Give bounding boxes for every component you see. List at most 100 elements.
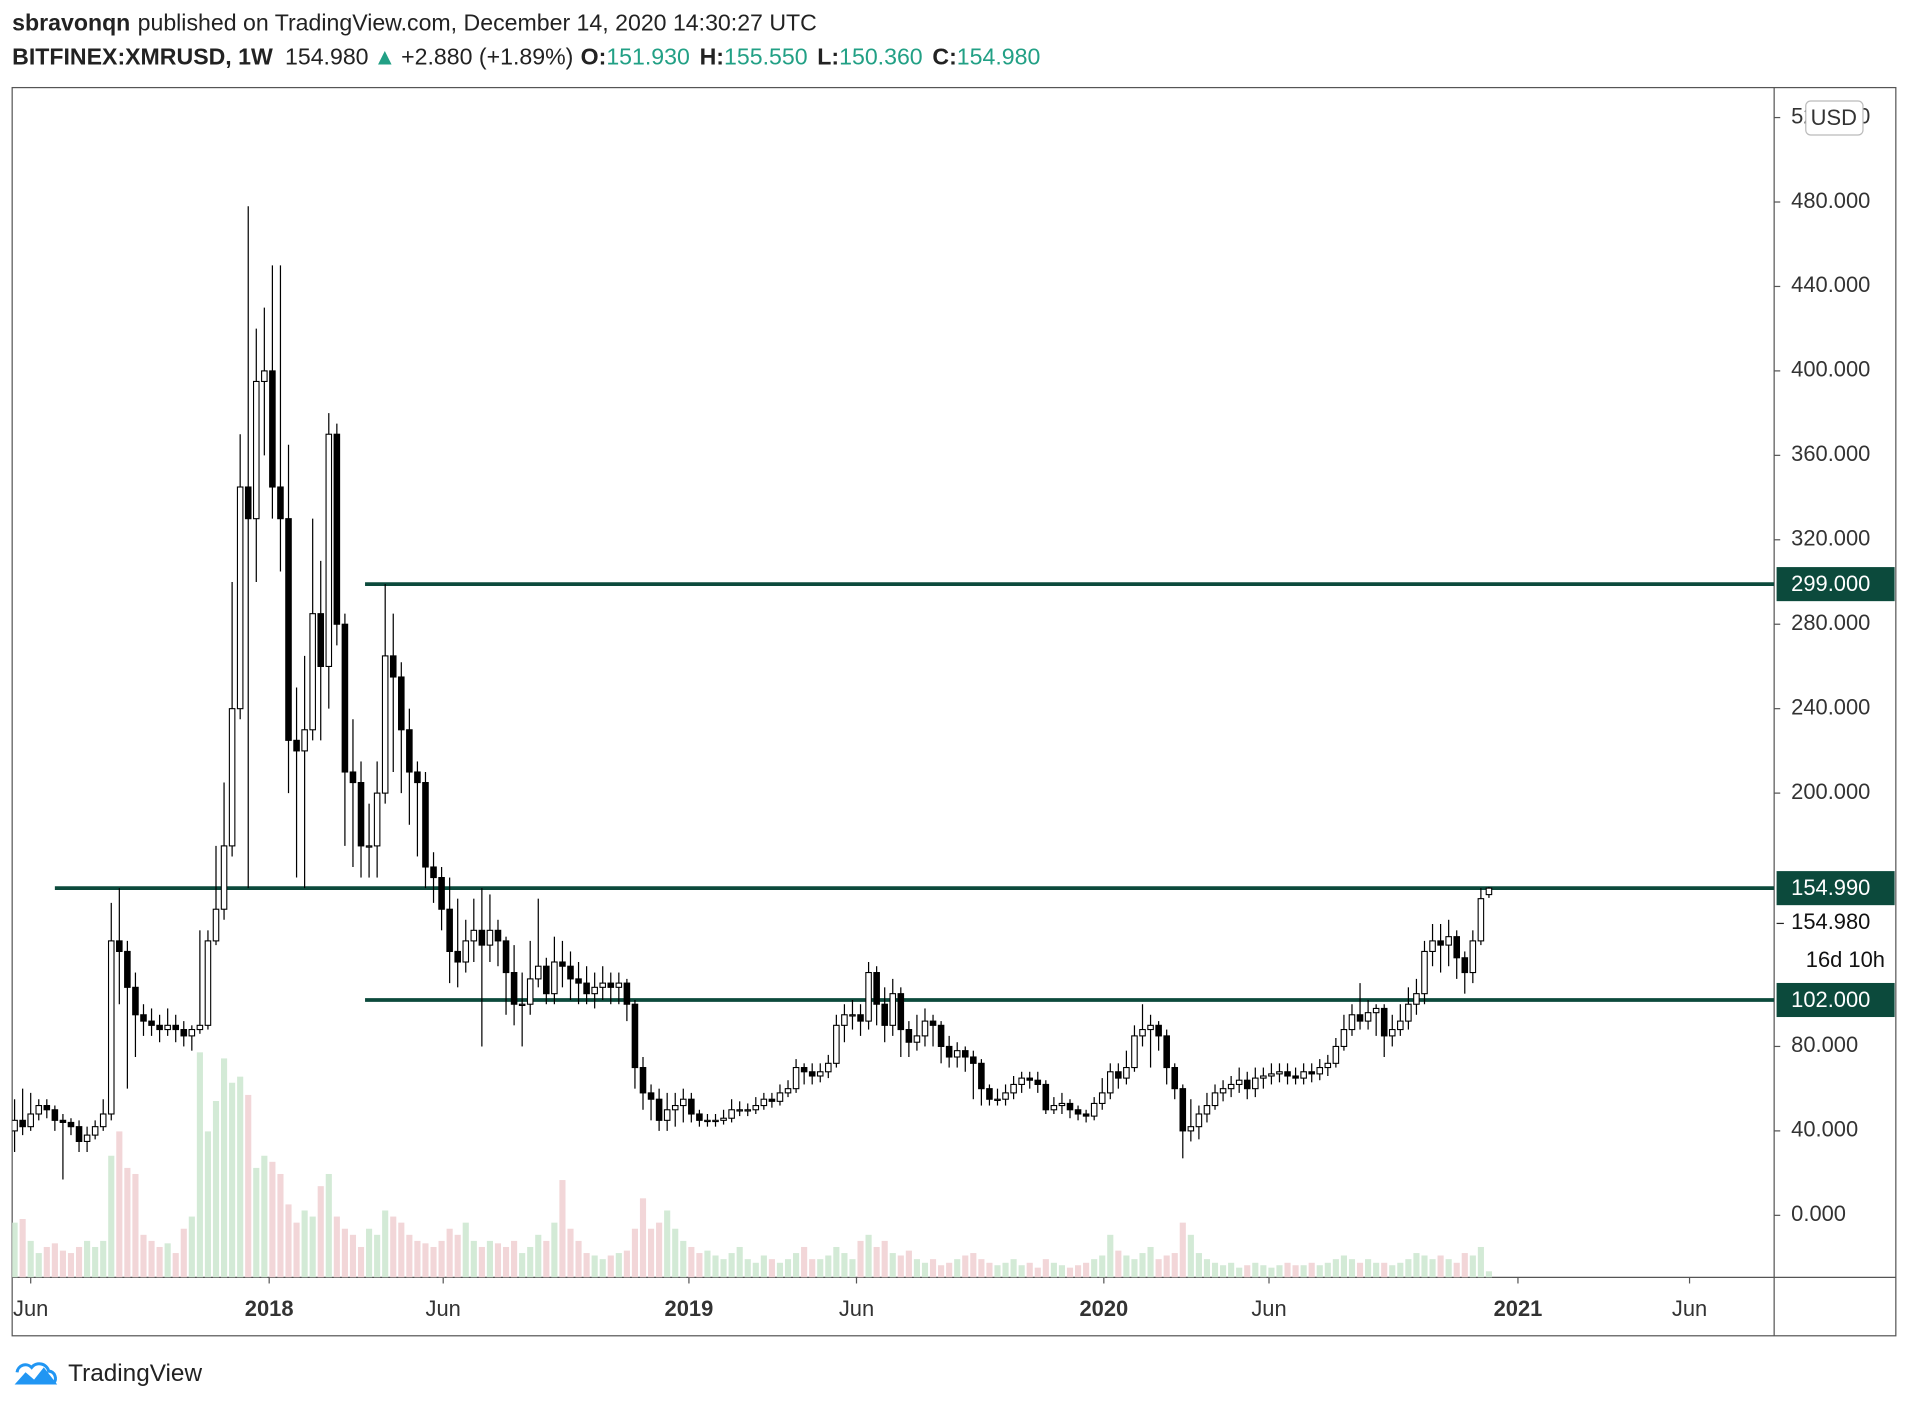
volume-bar [1332,1259,1339,1278]
candle-body [1380,1007,1388,1037]
y-tick-label: 200.000 [1791,779,1870,804]
up-arrow: ▲ [373,44,396,70]
volume-bar [478,1246,485,1278]
volume-bar [1155,1259,1162,1278]
volume-bar [543,1240,550,1278]
volume-bar [1405,1259,1412,1278]
candle-body [1211,1092,1219,1107]
volume-bar [857,1240,864,1278]
volume-bar [801,1246,808,1278]
candle-body [430,866,437,879]
volume-bar [1171,1253,1178,1278]
candle-body [929,1020,937,1026]
volume-bar [75,1246,83,1278]
candle-body [301,729,308,752]
volume-bar [1236,1267,1243,1278]
candle-body [655,1098,663,1121]
volume-bar [1356,1262,1364,1278]
volume-bar [1252,1262,1259,1278]
candle-body [261,370,268,383]
volume-bar [1300,1265,1307,1278]
volume-bar [921,1262,929,1278]
candle-body [808,1071,816,1077]
volume-bar [1348,1259,1356,1278]
countdown: 16d 10h [1806,947,1885,972]
candle-body [833,1024,840,1064]
volume-bar [607,1255,614,1278]
volume-bar [913,1259,920,1278]
volume-bar [1453,1262,1460,1278]
x-tick-label: Jun [426,1296,461,1321]
volume-bar [1195,1253,1202,1278]
candle-body [1058,1102,1066,1107]
volume-bar [124,1167,131,1278]
volume-bar [84,1240,91,1278]
volume-bar [567,1228,574,1278]
volume-bar [164,1243,171,1278]
brand-name: TradingView [68,1360,202,1387]
y-tick-label: 320.000 [1791,526,1870,551]
candle-body [986,1088,993,1100]
volume-bar [1244,1265,1251,1278]
volume-bar [688,1246,695,1278]
candle-body [140,1014,147,1022]
candle-body [857,1014,864,1022]
volume-bar [1373,1262,1380,1278]
candle-body [1429,940,1436,952]
volume-bar [172,1253,179,1278]
candle-body [1437,940,1444,946]
volume-bar [309,1216,316,1278]
candle-body [720,1117,727,1121]
candle-body [615,982,623,988]
volume-bar [1324,1262,1331,1278]
volume-bar [1179,1222,1186,1278]
volume-bar [559,1180,566,1278]
volume-bar [486,1240,493,1278]
candle-body [736,1109,743,1112]
candle-body [83,1134,91,1142]
change: +2.880 (+1.89%) [401,44,573,70]
axes: 0.000 40.000 80.000 200.000 240.000 280.000 32… [13,100,1895,1321]
candle-body [543,965,550,995]
candle-body [1397,1020,1404,1031]
x-tick-label: Jun [1672,1296,1707,1321]
volume-bar [1485,1271,1493,1278]
volume-bar [196,1052,203,1278]
volume-bar [269,1161,276,1278]
candle-body [172,1024,180,1031]
volume-bar [293,1222,300,1278]
candle-body [196,1024,204,1031]
volume-bar [1308,1262,1315,1278]
candle-body [1243,1079,1251,1090]
candle-body [728,1109,735,1119]
author: sbravonqn [12,9,130,35]
price-label: 154.990 [1791,875,1870,900]
volume-bar [245,1094,252,1278]
volume-bar [849,1259,856,1278]
x-tick-label: 2020 [1079,1296,1128,1321]
candle-body [1203,1105,1211,1115]
candle-body [285,518,292,741]
volume-bar [1091,1259,1098,1278]
volume-bar [51,1243,58,1278]
candle-body [389,655,397,678]
logo-cloud [15,1362,57,1385]
candle-body [865,972,872,1022]
candle-body [188,1029,196,1037]
candle-body [406,729,413,773]
ohlc-value: 150.360 [839,44,923,70]
candle-body [800,1067,808,1073]
volume-bar [470,1240,477,1278]
candle-body [486,929,494,946]
candle-body [1340,1029,1348,1047]
volume-bar [639,1198,647,1278]
candle-body [293,739,300,752]
volume-bar [744,1259,751,1278]
volume-bar [946,1262,953,1278]
candle-body [671,1105,679,1111]
volume-bar [43,1246,50,1278]
volume-bar [1066,1267,1074,1278]
candle-body [349,771,357,784]
candle-body [978,1062,985,1090]
